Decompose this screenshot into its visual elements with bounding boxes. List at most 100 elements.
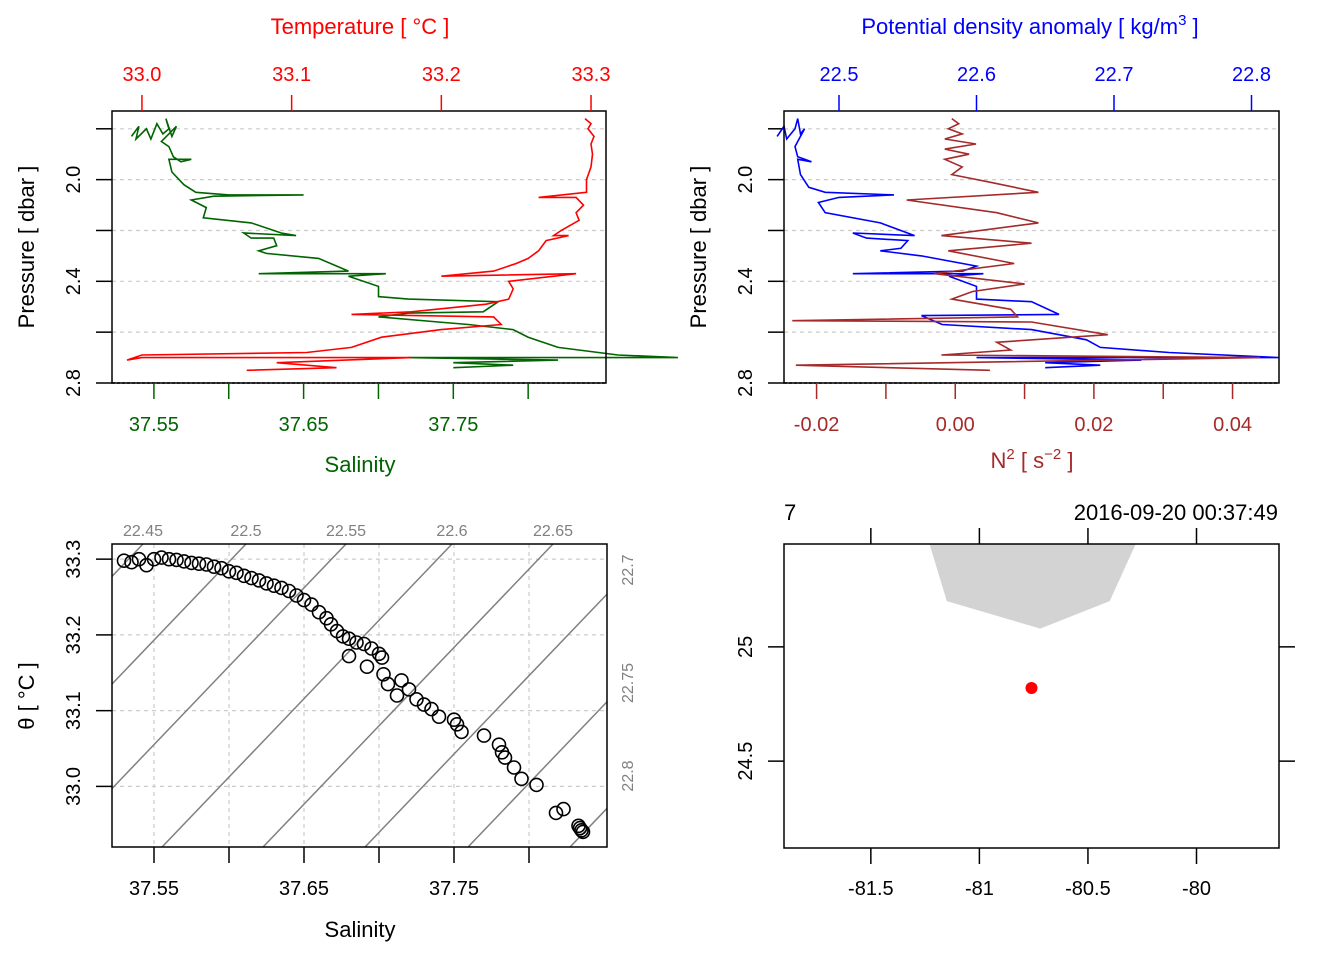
data-point <box>116 553 132 569</box>
series-temperature <box>126 117 595 372</box>
y-tick-label: 2.0 <box>735 166 757 194</box>
data-point <box>191 556 207 572</box>
isopycnal-label-top: 22.6 <box>436 523 467 540</box>
bottom-axis-title: N2 [ s−2 ] <box>991 446 1074 473</box>
y-tick-label: 2.8 <box>63 369 85 397</box>
data-point <box>229 565 244 581</box>
land-polygon <box>929 544 1136 629</box>
data-point <box>476 728 492 743</box>
isopycnal-line <box>262 544 554 847</box>
data-point <box>296 592 312 608</box>
x-tick-label: -81.5 <box>848 878 894 900</box>
data-point <box>449 716 465 732</box>
data-point <box>154 550 169 565</box>
data-point <box>491 737 507 753</box>
top-tick-label: 33.3 <box>572 64 611 86</box>
isopycnal-label-top: 22.65 <box>533 523 573 540</box>
data-point <box>335 629 351 644</box>
map-frame <box>783 543 1280 849</box>
bottom-axis-title: Salinity <box>325 452 396 477</box>
x-tick-label: 37.55 <box>129 878 179 900</box>
data-point <box>548 805 564 821</box>
data-point <box>409 691 424 707</box>
series-potential-density-anomaly <box>776 118 1280 369</box>
data-point <box>244 570 259 586</box>
data-point <box>424 701 439 717</box>
y-tick-label: 24.5 <box>735 742 757 781</box>
y-tick-label: 33.1 <box>63 691 85 730</box>
left-axis-title: Pressure [ dbar ] <box>14 166 39 329</box>
top-axis-title: Potential density anomaly [ kg/m3 ] <box>861 12 1198 39</box>
data-point <box>514 771 529 787</box>
data-point <box>221 563 237 579</box>
top-tick-label: 33.2 <box>422 64 461 86</box>
y-tick-label: 33.2 <box>63 615 85 654</box>
data-point <box>401 682 417 697</box>
y-tick-label: 2.8 <box>735 369 757 397</box>
panel-temperature-salinity-profile: Temperature [ °C ] Salinity Pressure [ d… <box>14 14 678 477</box>
data-point <box>236 568 252 584</box>
panel-ts-diagram: Salinity θ [ °C ] 22.45 22.5 22.55 22.6 22.6… <box>14 523 637 942</box>
data-point <box>389 688 405 703</box>
isopycnal-label-right: 22.75 <box>620 663 637 703</box>
x-axis-title: Salinity <box>325 917 396 942</box>
data-point <box>274 580 289 596</box>
x-tick-label: -80 <box>1182 878 1211 900</box>
plot-frame <box>783 110 1280 384</box>
isopycnal-label-top: 22.55 <box>326 523 366 540</box>
x-tick-label: -81 <box>965 878 994 900</box>
data-point <box>161 551 177 567</box>
isopycnals <box>112 544 607 847</box>
data-point <box>251 573 267 588</box>
data-point <box>574 822 589 838</box>
data-point <box>169 552 184 568</box>
top-tick-label: 22.5 <box>820 64 859 86</box>
panel-density-n2-profile: Potential density anomaly [ kg/m3 ] N2 [… <box>686 12 1280 473</box>
data-point <box>176 554 192 569</box>
y-tick-label: 25 <box>735 636 757 658</box>
bottom-tick-label: 0.04 <box>1213 414 1252 436</box>
top-tick-label: 33.1 <box>272 64 311 86</box>
data-point <box>199 557 214 572</box>
station-marker <box>1025 682 1038 694</box>
data-point <box>572 820 588 836</box>
data-point <box>341 631 357 647</box>
data-point <box>380 676 396 692</box>
y-tick-label: 33.0 <box>63 767 85 806</box>
data-point <box>556 801 571 817</box>
x-tick-label: 37.65 <box>279 878 329 900</box>
data-point <box>506 760 522 775</box>
bottom-tick-label: 37.75 <box>428 414 478 436</box>
top-tick-label: 33.0 <box>122 64 161 86</box>
y-tick-label: 2.0 <box>63 166 85 194</box>
y-tick-label: 33.3 <box>63 540 85 579</box>
y-axis-title: θ [ °C ] <box>14 662 39 729</box>
isopycnal-line <box>112 544 247 686</box>
data-point <box>529 777 544 793</box>
x-tick-label: -80.5 <box>1065 878 1111 900</box>
data-point <box>214 560 229 576</box>
data-point <box>454 724 469 740</box>
data-point <box>349 635 364 650</box>
bottom-tick-label: 37.65 <box>279 414 329 436</box>
plot-frame <box>111 110 607 384</box>
panel-station-map: 7 2016-09-20 00:37:49 -81.5 -81 -80.5 -80 24… <box>735 500 1295 900</box>
map-top-label-left: 7 <box>784 500 796 525</box>
top-tick-label: 22.7 <box>1095 64 1134 86</box>
data-point <box>266 578 282 594</box>
x-tick-label: 37.75 <box>429 878 479 900</box>
isopycnal-line <box>112 544 347 790</box>
series-n2 <box>792 117 1261 372</box>
bottom-tick-label: 0.02 <box>1074 414 1113 436</box>
data-point <box>416 697 432 712</box>
data-point <box>206 559 222 575</box>
isopycnal-label-top: 22.5 <box>230 523 261 540</box>
isopycnal-label-right: 22.8 <box>620 760 637 791</box>
data-point <box>376 666 391 682</box>
isopycnal-label-top: 22.45 <box>123 523 163 540</box>
data-point <box>289 588 304 603</box>
top-tick-label: 22.8 <box>1232 64 1271 86</box>
bottom-tick-label: -0.02 <box>794 414 840 436</box>
data-point <box>575 824 591 840</box>
